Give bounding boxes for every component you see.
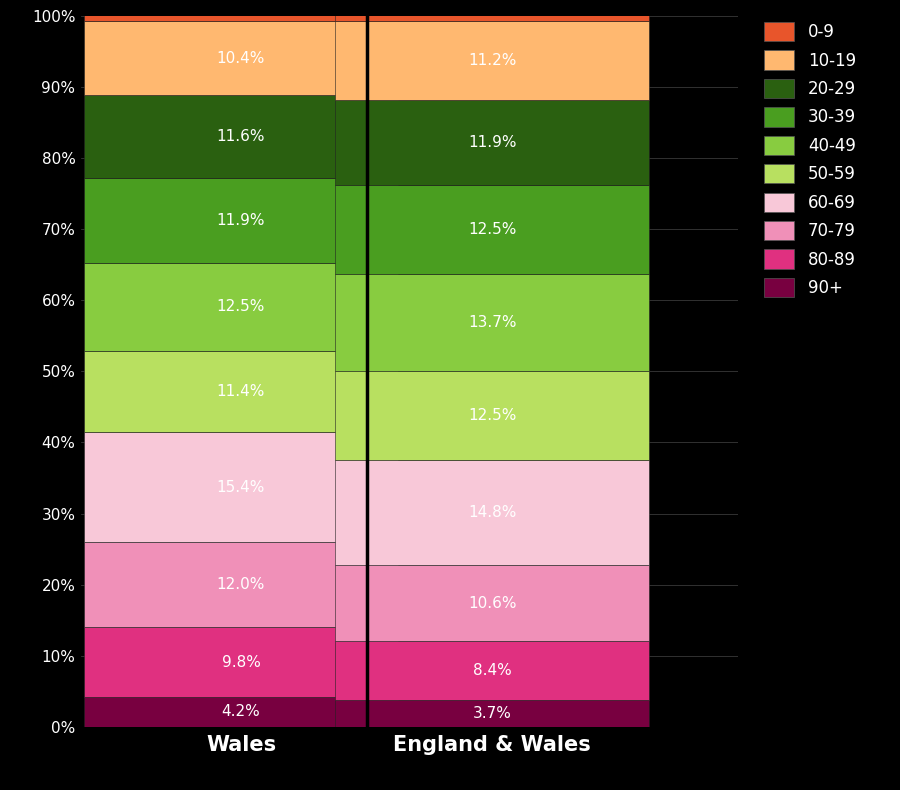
Bar [335, 0, 650, 21]
Bar [84, 178, 398, 262]
Text: 12.5%: 12.5% [468, 222, 517, 237]
Bar [84, 542, 398, 627]
Text: 4.2%: 4.2% [221, 705, 260, 720]
Text: 11.9%: 11.9% [217, 213, 266, 228]
Text: 15.4%: 15.4% [217, 480, 266, 495]
Bar [335, 460, 650, 566]
Text: 12.5%: 12.5% [468, 408, 517, 423]
Bar [335, 701, 650, 727]
Text: 9.8%: 9.8% [221, 655, 260, 670]
Bar [335, 185, 650, 274]
Bar [335, 566, 650, 641]
Text: 12.0%: 12.0% [217, 577, 266, 592]
Text: 11.4%: 11.4% [217, 385, 266, 400]
Text: 11.9%: 11.9% [468, 135, 517, 150]
Bar [84, 432, 398, 542]
Bar [335, 371, 650, 460]
Bar [84, 352, 398, 432]
Text: 8.4%: 8.4% [473, 663, 512, 678]
Legend: 0-9, 10-19, 20-29, 30-39, 40-49, 50-59, 60-69, 70-79, 80-89, 90+: 0-9, 10-19, 20-29, 30-39, 40-49, 50-59, … [760, 17, 861, 302]
Text: 10.6%: 10.6% [468, 596, 517, 611]
Text: 11.2%: 11.2% [468, 53, 517, 68]
Text: 3.7%: 3.7% [472, 706, 512, 721]
Bar [84, 96, 398, 178]
Text: 11.6%: 11.6% [217, 130, 266, 144]
Text: 12.5%: 12.5% [217, 299, 266, 314]
Bar [84, 697, 398, 727]
Text: 14.8%: 14.8% [468, 506, 517, 521]
Bar [84, 21, 398, 96]
Text: 13.7%: 13.7% [468, 315, 517, 330]
Bar [84, 627, 398, 697]
Bar [335, 100, 650, 185]
Bar [84, 0, 398, 21]
Bar [335, 21, 650, 100]
Bar [335, 274, 650, 371]
Bar [335, 641, 650, 701]
Text: 10.4%: 10.4% [217, 51, 266, 66]
Bar [84, 262, 398, 352]
